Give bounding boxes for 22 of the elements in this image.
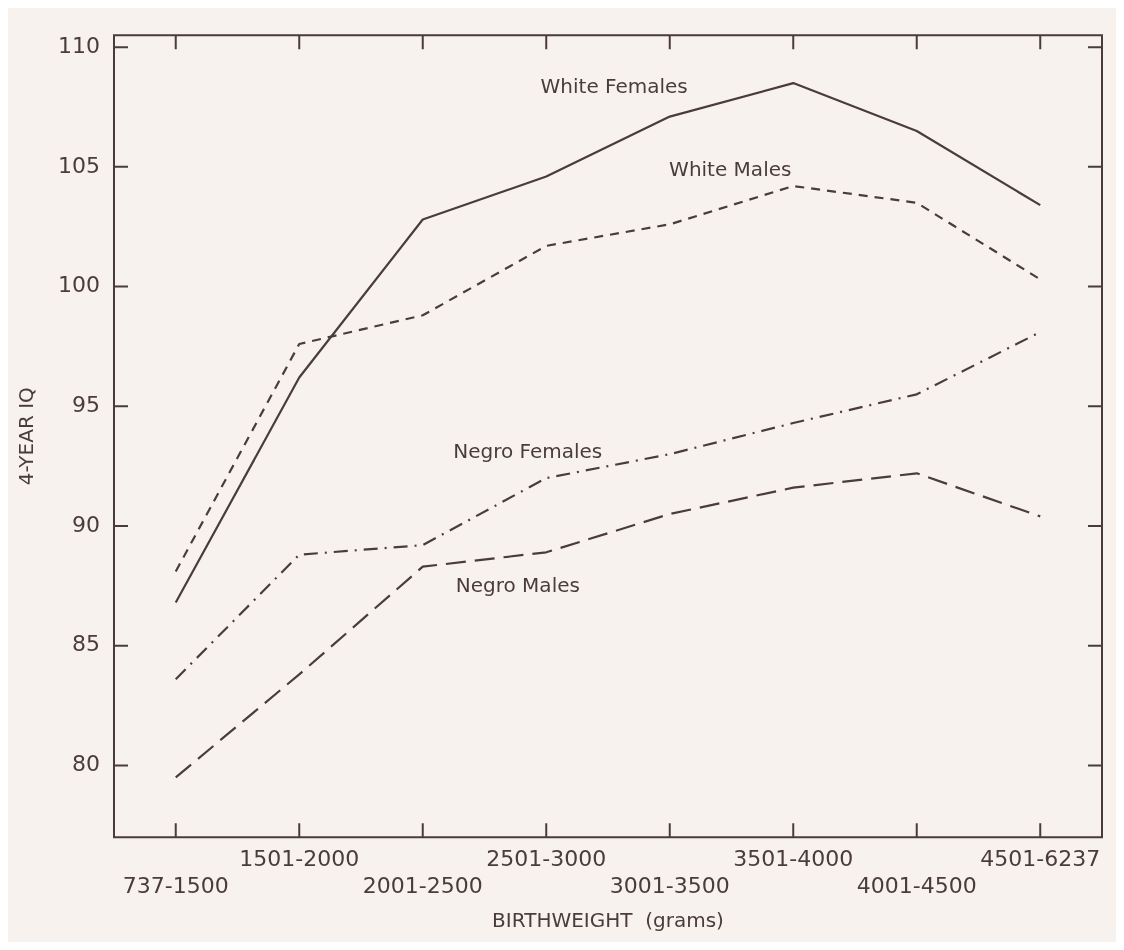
y-axis-title: 4-YEAR IQ [14, 387, 39, 486]
y-tick-label: 80 [71, 751, 100, 777]
x-tick-label: 1501-2000 [239, 846, 360, 872]
x-tick-label: 737-1500 [122, 872, 229, 898]
line-series [174, 472, 1042, 779]
x-tick-label: 3001-3500 [609, 872, 730, 898]
series-label: White Females [540, 73, 688, 98]
y-tick-label: 110 [57, 32, 100, 58]
x-axis-title: BIRTHWEIGHT (grams) [492, 908, 724, 933]
y-tick-label: 95 [71, 391, 100, 417]
series-label: Negro Females [453, 439, 603, 464]
y-tick-label: 100 [57, 272, 100, 298]
series-label: White Males [669, 156, 792, 181]
series-label: Negro Males [455, 572, 580, 597]
x-tick-label: 2001-2500 [362, 872, 483, 898]
y-tick-label: 90 [71, 511, 100, 537]
y-tick-label: 105 [57, 152, 100, 178]
y-tick-label: 85 [71, 631, 100, 657]
x-tick-label: 4501-6237 [980, 846, 1101, 872]
x-tick-label: 2501-3000 [486, 846, 607, 872]
x-tick-label: 3501-4000 [733, 846, 854, 872]
x-tick-label: 4001-4500 [856, 872, 977, 898]
